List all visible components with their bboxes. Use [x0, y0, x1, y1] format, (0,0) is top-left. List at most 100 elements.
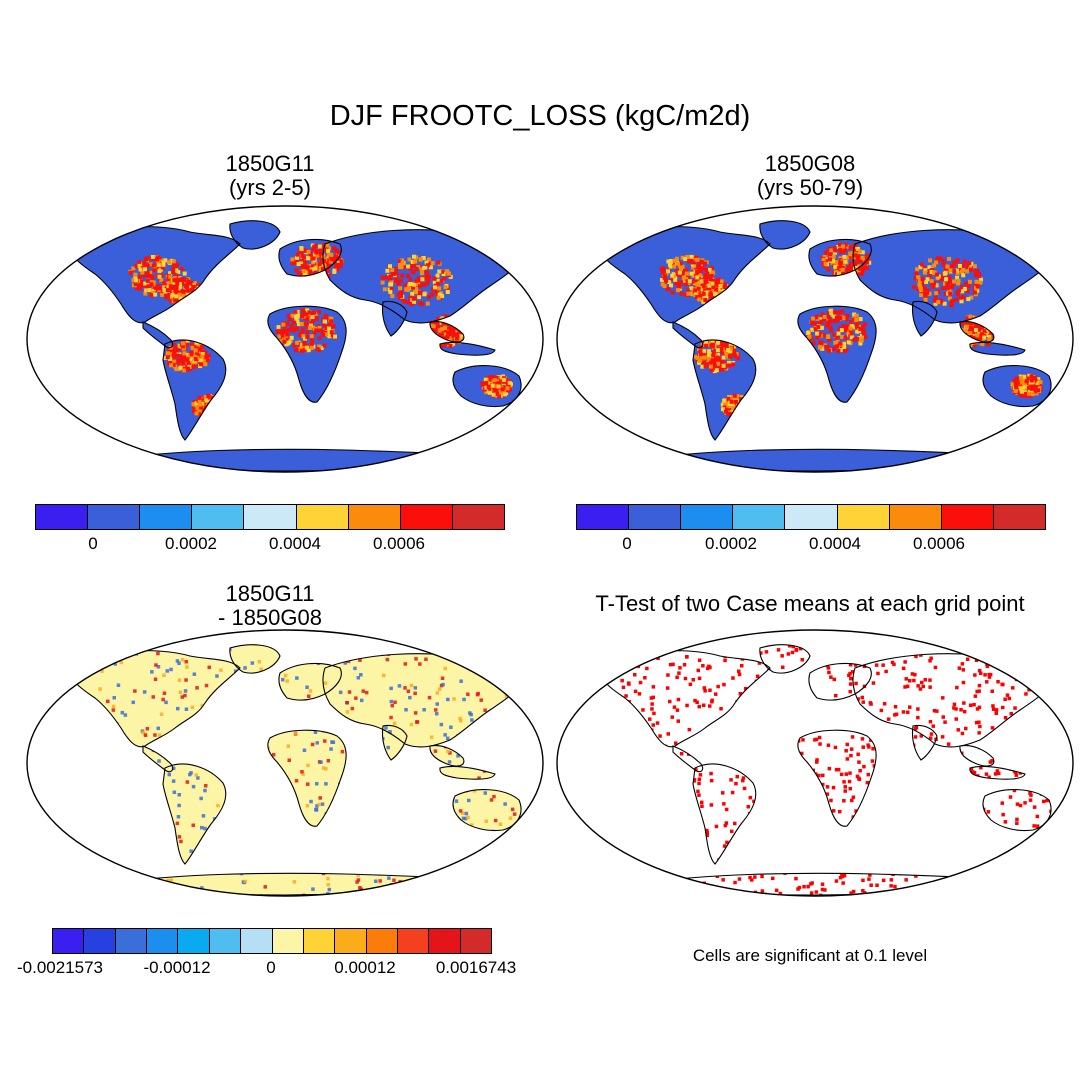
field-cell: [315, 741, 319, 745]
field-cell: [423, 890, 427, 894]
field-cell: [917, 281, 922, 286]
field-cell: [672, 258, 677, 263]
field-cell: [822, 315, 827, 319]
field-cell: [150, 255, 155, 259]
significant-cell: [1042, 879, 1046, 883]
field-cell: [293, 310, 298, 315]
field-cell: [541, 890, 545, 894]
field-cell: [396, 281, 401, 286]
significant-cell: [814, 737, 819, 742]
field-cell: [865, 253, 870, 258]
field-cell: [982, 335, 987, 340]
field-cell: [694, 267, 698, 272]
field-cell: [447, 271, 451, 276]
field-cell: [693, 279, 698, 284]
field-cell: [813, 326, 818, 331]
field-cell: [679, 280, 684, 285]
significant-cell: [1062, 691, 1066, 695]
field-cell: [310, 315, 315, 319]
field-cell: [141, 730, 145, 735]
significant-cell: [649, 696, 654, 700]
field-cell: [143, 267, 147, 272]
significant-cell: [616, 644, 620, 646]
field-cell: [701, 299, 706, 304]
field-cell: [704, 290, 709, 295]
field-cell: [418, 662, 422, 666]
field-cell: [979, 335, 984, 340]
field-cell: [57, 850, 61, 854]
field-cell: [727, 408, 732, 413]
field-cell: [973, 269, 978, 274]
field-cell: [171, 342, 176, 347]
significant-cell: [667, 648, 671, 653]
field-cell: [403, 265, 407, 270]
field-cell: [166, 281, 171, 286]
field-cell: [197, 412, 202, 417]
field-cell: [183, 891, 187, 895]
significant-cell: [560, 807, 564, 811]
field-cell: [78, 645, 82, 650]
field-cell: [296, 270, 301, 275]
field-cell: [497, 394, 501, 399]
field-cell: [418, 257, 423, 262]
field-cell: [666, 287, 671, 292]
field-cell: [680, 255, 685, 260]
significant-cell: [977, 689, 981, 693]
significant-cell: [903, 660, 907, 664]
field-cell: [42, 818, 46, 822]
field-cell: [400, 260, 405, 265]
field-cell: [966, 297, 971, 302]
field-cell: [697, 262, 701, 267]
field-cell: [1029, 374, 1034, 379]
significant-cell: [975, 707, 980, 711]
field-cell: [193, 348, 198, 353]
field-cell: [498, 822, 503, 826]
field-cell: [456, 754, 460, 758]
field-cell: [127, 644, 131, 649]
significant-cell: [941, 715, 945, 719]
field-cell: [324, 782, 328, 786]
field-cell: [98, 657, 102, 661]
panel-title-bottom-right: T-Test of two Case means at each grid po…: [540, 592, 1080, 616]
field-cell: [968, 314, 973, 319]
field-cell: [836, 310, 841, 315]
field-cell: [166, 260, 171, 265]
field-cell: [854, 324, 859, 329]
significant-cell: [1072, 721, 1075, 725]
field-cell: [677, 270, 682, 275]
field-cell: [152, 285, 157, 290]
field-cell: [833, 250, 837, 255]
field-cell: [1019, 393, 1024, 398]
significant-cell: [706, 666, 710, 671]
field-cell: [691, 262, 695, 267]
field-cell: [496, 378, 501, 383]
field-cell: [709, 360, 714, 365]
field-cell: [929, 279, 934, 284]
field-cell: [302, 347, 307, 352]
field-cell: [392, 878, 396, 882]
field-cell: [292, 260, 297, 265]
field-cell: [435, 326, 440, 331]
field-cell: [1024, 379, 1029, 384]
field-cell: [842, 248, 847, 253]
field-cell: [46, 854, 50, 858]
field-cell: [206, 393, 211, 398]
significant-cell: [994, 708, 999, 712]
significant-cell: [647, 639, 651, 643]
field-cell: [810, 321, 815, 326]
field-cell: [432, 276, 437, 281]
field-cell: [389, 889, 393, 894]
significant-cell: [597, 865, 601, 870]
globe-border: [26, 205, 544, 473]
field-cell: [536, 796, 540, 800]
significant-cell: [908, 629, 912, 633]
coastline-centralAmerica: [672, 321, 704, 349]
field-cell: [332, 246, 336, 251]
continent-india: [912, 301, 937, 336]
field-cell: [384, 726, 388, 730]
field-cell: [721, 343, 726, 348]
field-cell: [437, 269, 442, 274]
field-cell: [401, 637, 405, 641]
field-cell: [685, 254, 690, 259]
field-cell: [1017, 391, 1022, 396]
